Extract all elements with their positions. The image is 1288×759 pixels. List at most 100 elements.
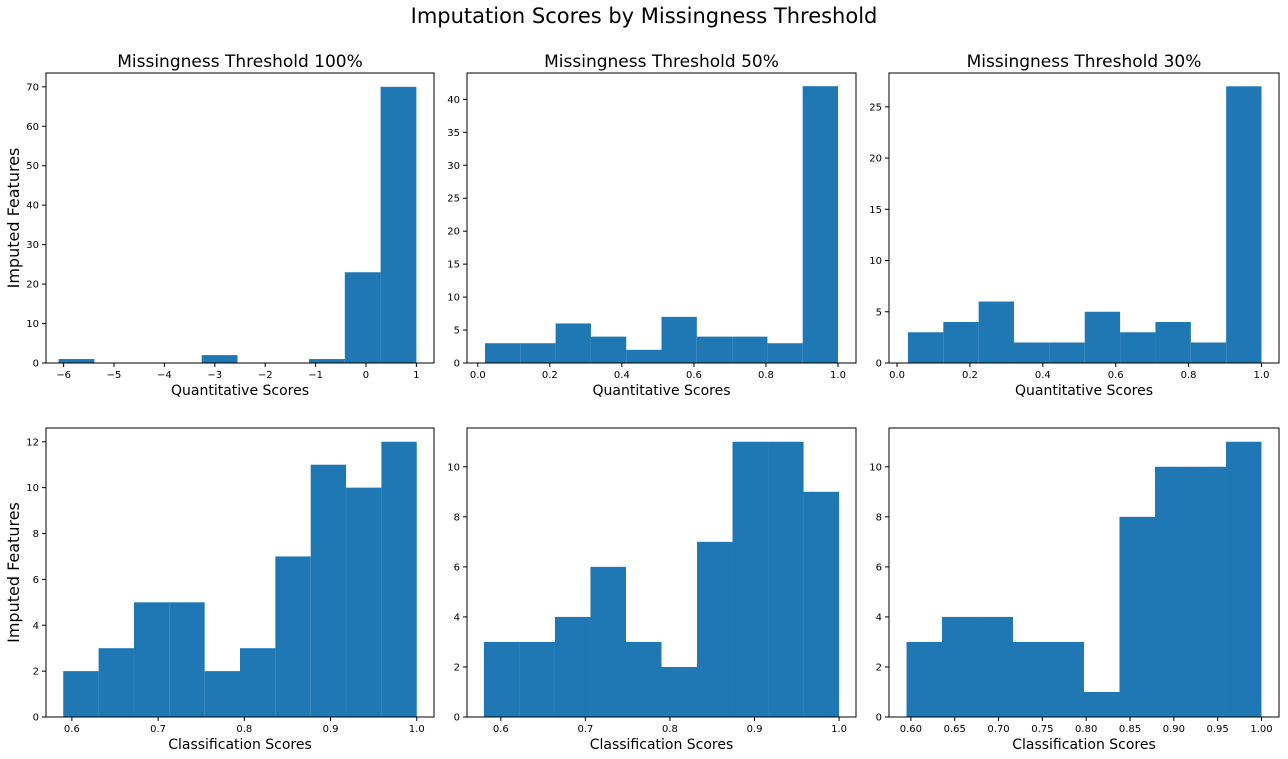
histogram-bar bbox=[1120, 332, 1156, 363]
y-tick-label: 20 bbox=[26, 280, 39, 291]
x-tick-label: 0.80 bbox=[1075, 724, 1097, 735]
y-tick-label: 2 bbox=[876, 662, 882, 673]
y-tick-label: 2 bbox=[454, 662, 460, 673]
x-tick-label: 1.0 bbox=[409, 724, 425, 735]
y-tick-label: 20 bbox=[447, 227, 460, 238]
panel-title: Missingness Threshold 100% bbox=[117, 52, 363, 72]
y-tick-label: 0 bbox=[876, 713, 882, 724]
y-tick-label: 60 bbox=[26, 122, 39, 133]
panel-5: 0.6 0.7 0.8 0.9 1.0 0 2 4 6 8 10 Classification Sco… bbox=[447, 427, 857, 753]
histogram-bar bbox=[98, 648, 134, 717]
x-tick-label: 0.8 bbox=[758, 370, 774, 381]
x-tick-label: 0.6 bbox=[64, 724, 80, 735]
x-tick-label: 0.9 bbox=[323, 724, 339, 735]
x-axis-label: Quantitative Scores bbox=[171, 383, 309, 399]
x-tick-label: 0.9 bbox=[747, 724, 763, 735]
histogram-bar bbox=[1013, 641, 1049, 717]
histogram-bar bbox=[803, 491, 840, 717]
y-tick-label: 4 bbox=[454, 612, 460, 623]
histogram-bar bbox=[169, 602, 205, 717]
y-tick-label: 0 bbox=[33, 359, 39, 370]
x-tick-label: 1.0 bbox=[1254, 370, 1270, 381]
y-tick-label: 15 bbox=[447, 260, 460, 271]
histogram-bar bbox=[943, 322, 979, 363]
x-axis-label: Quantitative Scores bbox=[592, 383, 730, 399]
y-tick-label: 30 bbox=[26, 240, 39, 251]
histogram-bar bbox=[1190, 342, 1227, 363]
x-tick-label: 1.00 bbox=[1250, 724, 1272, 735]
y-tick-label: 50 bbox=[26, 161, 39, 172]
y-tick-label: 4 bbox=[33, 621, 39, 632]
panel-6: 0.60 0.65 0.70 0.75 0.80 0.85 0.90 0.95 1.00 0 2 4 6… bbox=[869, 427, 1280, 753]
x-tick-label: 0.7 bbox=[577, 724, 593, 735]
x-tick-label: 1.0 bbox=[831, 724, 847, 735]
axes-frame bbox=[466, 72, 857, 364]
y-tick-label: 10 bbox=[447, 293, 460, 304]
histogram-bar bbox=[133, 602, 170, 717]
x-tick-label: 0.7 bbox=[150, 724, 166, 735]
y-tick-label: 0 bbox=[33, 713, 39, 724]
y-tick-label: 0 bbox=[876, 359, 882, 370]
x-tick-label: −1 bbox=[308, 370, 323, 381]
figure-title: Imputation Scores by Missingness Thresho… bbox=[411, 4, 878, 28]
x-tick-label: 0.2 bbox=[542, 370, 558, 381]
x-tick-label: 0.4 bbox=[614, 370, 630, 381]
histogram-bar bbox=[240, 648, 276, 717]
histogram-bar bbox=[767, 343, 803, 363]
y-tick-label: 2 bbox=[33, 667, 39, 678]
y-tick-label: 70 bbox=[26, 82, 39, 93]
histogram-bar bbox=[1048, 641, 1084, 717]
y-tick-label: 8 bbox=[876, 512, 882, 523]
histogram-bar bbox=[906, 641, 943, 717]
histogram-bar bbox=[732, 336, 768, 363]
y-tick-label: 6 bbox=[876, 562, 882, 573]
histogram-bar bbox=[697, 541, 733, 717]
x-tick-label: 0.6 bbox=[1108, 370, 1124, 381]
y-tick-label: 6 bbox=[33, 575, 39, 586]
axes-frame bbox=[45, 427, 435, 718]
y-tick-label: 15 bbox=[869, 205, 882, 216]
histogram-bar bbox=[768, 441, 804, 717]
x-tick-label: 1 bbox=[413, 370, 419, 381]
x-tick-label: 0.2 bbox=[962, 370, 978, 381]
histogram-bar bbox=[520, 343, 556, 363]
y-tick-label: 25 bbox=[869, 102, 882, 113]
y-axis-label: Imputed Features bbox=[4, 148, 23, 289]
y-tick-label: 30 bbox=[447, 161, 460, 172]
axes-frame bbox=[466, 427, 857, 718]
histogram-bar bbox=[1119, 516, 1155, 717]
histogram-bar bbox=[483, 641, 520, 717]
y-tick-label: 10 bbox=[869, 462, 882, 473]
histogram-bar bbox=[1049, 342, 1085, 363]
x-tick-label: 0.8 bbox=[1181, 370, 1197, 381]
histogram-bar bbox=[661, 316, 697, 363]
histogram-bar bbox=[590, 566, 626, 717]
histogram-bar bbox=[1014, 342, 1050, 363]
x-axis-label: Classification Scores bbox=[1012, 737, 1156, 753]
histogram-bar bbox=[201, 355, 238, 363]
histogram-bar bbox=[732, 441, 769, 717]
panel-title: Missingness Threshold 30% bbox=[967, 52, 1202, 72]
histogram-bar bbox=[1084, 691, 1120, 717]
y-tick-label: 5 bbox=[876, 307, 882, 318]
y-tick-label: 10 bbox=[26, 319, 39, 330]
x-tick-label: 0.4 bbox=[1035, 370, 1051, 381]
panel-1: −6 −5 −4 −3 −2 −1 0 1010203040506070Missingness… bbox=[4, 52, 435, 399]
histogram-bar bbox=[696, 336, 733, 363]
x-tick-label: −4 bbox=[157, 370, 172, 381]
x-tick-label: 0.0 bbox=[889, 370, 905, 381]
histogram-bar bbox=[1190, 466, 1226, 717]
x-tick-label: 0.65 bbox=[944, 724, 966, 735]
x-tick-label: 0.95 bbox=[1207, 724, 1229, 735]
y-tick-label: 25 bbox=[447, 194, 460, 205]
panel-2: 0.0 0.2 0.4 0.6 0.8 1.0 0 5 10 15 20 25 30 35 40 Missin… bbox=[447, 52, 857, 399]
y-tick-label: 8 bbox=[33, 529, 39, 540]
histogram-bar bbox=[907, 332, 944, 363]
y-axis-label: Imputed Features bbox=[4, 502, 23, 643]
histogram-bar bbox=[275, 556, 311, 717]
histogram-bar bbox=[554, 616, 591, 717]
histogram-bar bbox=[1084, 311, 1121, 363]
y-tick-label: 40 bbox=[447, 95, 460, 106]
panel-3: 0.0 0.2 0.4 0.6 0.8 1.0 0 5 10 15 20 25 Missingness … bbox=[869, 52, 1280, 399]
